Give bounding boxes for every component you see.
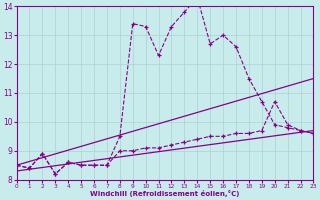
X-axis label: Windchill (Refroidissement éolien,°C): Windchill (Refroidissement éolien,°C)	[90, 190, 240, 197]
